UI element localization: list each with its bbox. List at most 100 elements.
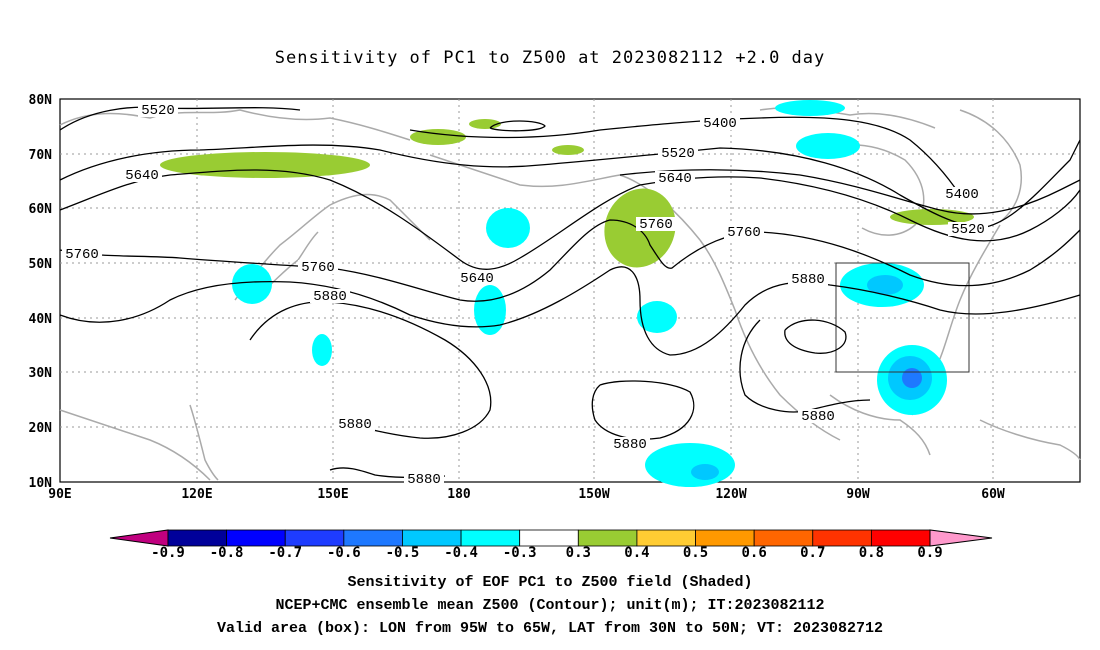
contour-label-bg [788,272,828,286]
lon-tick: 120W [715,487,746,502]
lat-tick: 60N [29,202,53,217]
chart-title: Sensitivity of PC1 to Z500 at 2023082112… [274,48,826,68]
contour-label: 5880 [791,272,825,288]
lon-axis: 90E 120E 150E 180 150W 120W 90W 60W [48,487,1005,502]
contour-label: 5640 [125,168,159,184]
lat-axis: 80N 70N 60N 50N 40N 30N 20N 10N [29,93,53,491]
contour-label: 5640 [658,171,692,187]
colorbar-label: -0.3 [503,545,537,561]
colorbar-label: 0.9 [917,545,942,561]
colorbar-high-end [929,529,993,547]
neg-strong-east-us [867,275,903,295]
colorbar-swatch [636,529,696,547]
contour-label: 5520 [951,222,985,238]
neg-patch-pacific-1 [312,334,332,366]
contour-label-bg [798,409,838,423]
neg-strong-tropics [691,464,719,480]
colorbar-swatch [167,529,228,547]
lon-tick: 180 [447,487,471,502]
lon-tick: 150E [317,487,348,502]
coast-hudson [819,144,925,236]
colorbar-swatch [343,529,403,547]
colorbar-label: 0.3 [566,545,591,561]
colorbar-label: -0.8 [210,545,244,561]
neg-patch-dateline-n [486,208,530,248]
colorbar-swatch [519,529,579,547]
contour-5880-closed-pac [591,380,695,440]
pos-patch-siberia [160,152,370,178]
pos-patch-arctic-2 [469,119,501,129]
shaded-negative-stronger [902,368,922,388]
lat-tick: 70N [29,148,53,163]
contour-label-bg [610,437,650,451]
contour-label-bg [457,271,497,285]
colorbar-label: -0.9 [151,545,185,561]
contour-label-bg [658,146,698,160]
colorbar-swatch [460,529,521,547]
lon-tick: 150W [578,487,609,502]
contour-label-bg [298,260,338,274]
lat-tick: 20N [29,421,53,436]
contour-label-bg [122,168,162,182]
contour-label-bg [138,103,178,117]
contour-5880-inner [784,319,847,354]
contour-label: 5880 [338,417,372,433]
contour-label: 5880 [801,409,835,425]
lat-tick: 80N [29,93,53,108]
contour-5760-mid [59,219,1081,302]
neg-patch-arctic-2 [796,133,860,159]
lat-tick: 30N [29,366,53,381]
contour-5640-east [619,169,1081,215]
contour-label-bg [636,217,676,231]
colorbar-label: 0.5 [683,545,708,561]
contour-label: 5760 [301,260,335,276]
contour-label-bg [655,171,695,185]
colorbar-swatch [284,529,345,547]
pos-patch-arctic-3 [552,145,584,155]
footer-line-1: Sensitivity of EOF PC1 to Z500 field (Sh… [347,574,753,591]
contour-label-bg [724,225,764,239]
coast-asia-north [59,109,411,141]
contour-label: 5520 [141,103,175,119]
coast-sa-north [979,419,1081,461]
pos-patch-arctic-1 [410,129,466,145]
lat-tick: 40N [29,312,53,327]
lat-tick: 10N [29,476,53,491]
colorbar-swatch [870,529,931,547]
colorbar-labels: -0.9 -0.8 -0.7 -0.6 -0.5 -0.4 -0.3 0.3 0.4 0.5 0.6… [151,545,943,561]
contour-label: 5760 [727,225,761,241]
lat-tick: 50N [29,257,53,272]
footer-line-2: NCEP+CMC ensemble mean Z500 (Contour); u… [275,597,825,614]
contour-label-bg [62,247,102,261]
colorbar-label: -0.6 [327,545,361,561]
contour-label-bg [404,472,444,486]
coast-philippines [189,404,219,481]
colorbar-label: -0.4 [444,545,478,561]
contour-5880-east [739,319,871,413]
colorbar-label: 0.6 [742,545,767,561]
contour-label: 5400 [703,116,737,132]
colorbar-swatch [577,529,638,547]
colorbar [109,529,993,547]
contour-small-closed [489,120,546,132]
contour-label-bg [700,116,740,130]
colorbar-label: 0.4 [624,545,649,561]
colorbar-swatch [402,529,462,547]
contour-label-bg [310,289,350,303]
lon-tick: 60W [981,487,1005,502]
contour-5880-mid [59,266,1081,356]
colorbar-label: 0.7 [800,545,825,561]
colorbar-swatch [695,529,755,547]
contour-label: 5880 [613,437,647,453]
neg-patch-tropics [645,443,735,487]
contour-label: 5760 [65,247,99,263]
contour-label-bg [948,222,988,236]
lon-tick: 90W [846,487,870,502]
neg-patch-japan [232,264,272,304]
colorbar-label: 0.8 [859,545,884,561]
contour-label: 5640 [460,271,494,287]
contour-label-bg [942,187,982,201]
neg-stronger-atlantic [902,368,922,388]
contour-label: 5760 [639,217,673,233]
